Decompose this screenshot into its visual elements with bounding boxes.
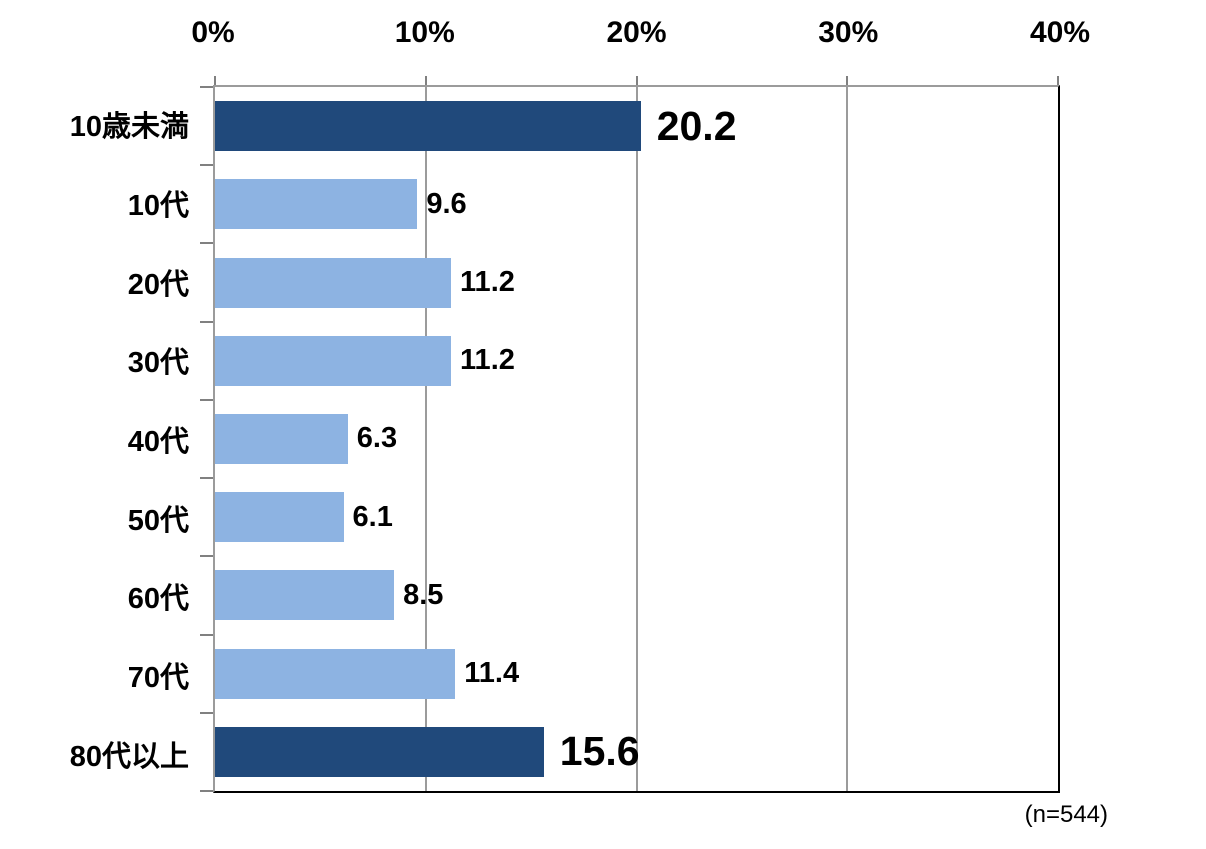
value-label: 11.2 bbox=[460, 266, 515, 299]
bar-row: 15.6 bbox=[215, 713, 1058, 791]
value-label: 6.3 bbox=[356, 422, 398, 455]
y-axis-tick-mark bbox=[200, 633, 213, 636]
category-label: 70代 bbox=[127, 661, 189, 694]
bar-2 bbox=[215, 257, 452, 308]
bar-row: 6.3 bbox=[215, 400, 1058, 478]
bar-3 bbox=[215, 335, 452, 386]
value-label: 20.2 bbox=[656, 102, 737, 149]
y-axis-tick-mark bbox=[200, 164, 213, 167]
gridline bbox=[635, 87, 638, 791]
y-axis-tick-mark bbox=[200, 86, 213, 88]
x-axis-tick-label: 0% bbox=[191, 16, 235, 49]
value-label: 15.6 bbox=[559, 728, 640, 775]
bar-7 bbox=[215, 648, 456, 699]
category-label: 50代 bbox=[127, 504, 189, 537]
bar-6 bbox=[215, 570, 395, 621]
x-axis-tick-mark bbox=[214, 76, 216, 85]
gridline bbox=[846, 87, 849, 791]
value-label: 11.2 bbox=[460, 344, 515, 377]
bar-1 bbox=[215, 179, 418, 230]
y-axis-tick-mark bbox=[200, 242, 213, 245]
bar-row: 11.2 bbox=[215, 322, 1058, 400]
y-axis-tick-mark bbox=[200, 398, 213, 401]
bar-row: 6.1 bbox=[215, 478, 1058, 556]
x-axis: 0% 10% 20% 30% 40% bbox=[191, 16, 1090, 62]
value-label: 8.5 bbox=[403, 578, 444, 611]
category-label: 10歳未満 bbox=[69, 111, 189, 144]
bar-4 bbox=[215, 413, 348, 464]
x-axis-tick-label: 10% bbox=[394, 16, 455, 49]
gridline bbox=[424, 87, 427, 791]
category-label: 60代 bbox=[127, 583, 189, 616]
value-label: 6.1 bbox=[352, 500, 393, 533]
x-axis-tick-mark bbox=[635, 76, 638, 85]
category-label: 20代 bbox=[127, 268, 189, 301]
y-axis-tick-mark bbox=[200, 790, 213, 792]
x-axis-tick-mark bbox=[846, 76, 849, 85]
category-label: 30代 bbox=[127, 347, 189, 380]
y-axis-tick-mark bbox=[200, 555, 213, 558]
bar-row: 20.2 bbox=[215, 87, 1058, 165]
bar-row: 11.2 bbox=[215, 243, 1058, 321]
plot-area: 20.2 9.6 11.2 11.2 6.3 6.1 8.5 11.4 15.6 bbox=[200, 76, 1060, 793]
category-label: 10代 bbox=[127, 189, 189, 222]
bar-row: 11.4 bbox=[215, 635, 1058, 713]
y-axis-tick-mark bbox=[200, 320, 213, 323]
bar-row: 9.6 bbox=[215, 165, 1058, 243]
x-axis-tick-mark bbox=[424, 76, 427, 85]
x-axis-tick-label: 20% bbox=[606, 16, 667, 49]
sample-size-note: (n=544) bbox=[1024, 801, 1108, 828]
y-axis-tick-mark bbox=[200, 711, 213, 714]
x-axis-tick-label: 40% bbox=[1029, 16, 1091, 49]
value-label: 11.4 bbox=[464, 657, 520, 690]
bar-rows: 20.2 9.6 11.2 11.2 6.3 6.1 8.5 11.4 15.6 bbox=[215, 87, 1058, 791]
bar-8 bbox=[215, 726, 544, 777]
category-label: 40代 bbox=[127, 425, 189, 458]
value-label: 9.6 bbox=[426, 187, 467, 220]
x-axis-tick-label: 30% bbox=[818, 16, 879, 49]
y-axis-category-labels: 10歳未満 10代 20代 30代 40代 50代 60代 70代 80代以上 bbox=[0, 85, 201, 793]
category-label: 80代以上 bbox=[69, 740, 189, 773]
y-axis-tick-mark bbox=[200, 477, 213, 480]
bar-5 bbox=[215, 492, 344, 543]
bar-0 bbox=[215, 101, 641, 152]
bar-row: 8.5 bbox=[215, 556, 1058, 634]
x-axis-tick-mark bbox=[1057, 76, 1059, 85]
